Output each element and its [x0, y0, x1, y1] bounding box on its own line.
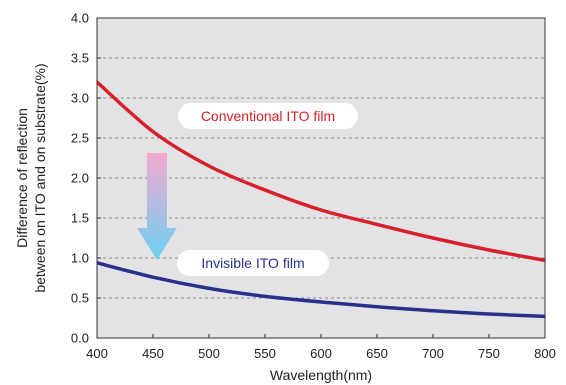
label-conventional-pill: [178, 103, 358, 129]
label-invisible-pill: [177, 250, 329, 276]
label-invisible-text: Invisible ITO film: [201, 255, 304, 271]
y-tick-label: 0.0: [71, 331, 89, 346]
x-tick-label: 500: [198, 346, 220, 361]
x-tick-labels: 400 450 500 550 600 650 700 750 800: [86, 334, 556, 361]
y-tick-labels: 0.0 0.5 1.0 1.5 2.0 2.5 3.0 3.5 4.0: [71, 11, 101, 346]
y-tick-label: 2.0: [71, 171, 89, 186]
x-tick-label: 650: [366, 346, 388, 361]
x-tick-label: 700: [422, 346, 444, 361]
x-axis-title: Wavelength(nm): [270, 367, 372, 383]
conventional-ito-line: [97, 80, 545, 263]
x-tick-label: 750: [478, 346, 500, 361]
x-tick-label: 450: [142, 346, 164, 361]
y-tick-label: 2.5: [71, 131, 89, 146]
y-tick-label: 4.0: [71, 11, 89, 26]
invisible-ito-line: [97, 261, 545, 319]
y-axis-title-line1: Difference of reflection: [14, 108, 30, 248]
label-conventional: Conventional ITO film: [178, 103, 358, 129]
decrease-arrow-icon: [137, 153, 177, 260]
y-tick-label: 1.0: [71, 251, 89, 266]
y-tick-label: 1.5: [71, 211, 89, 226]
y-tick-label: 0.5: [71, 291, 89, 306]
x-tick-label: 550: [254, 346, 276, 361]
label-conventional-text: Conventional ITO film: [201, 108, 335, 124]
y-tick-label: 3.0: [71, 91, 89, 106]
x-tick-label: 600: [310, 346, 332, 361]
x-tick-label: 400: [86, 346, 108, 361]
y-axis-title-line2: between on ITO and on substrate(%): [32, 63, 48, 292]
x-tick-label: 800: [534, 346, 556, 361]
series-lines: [97, 80, 545, 319]
y-tick-label: 3.5: [71, 51, 89, 66]
label-invisible: Invisible ITO film: [177, 250, 329, 276]
